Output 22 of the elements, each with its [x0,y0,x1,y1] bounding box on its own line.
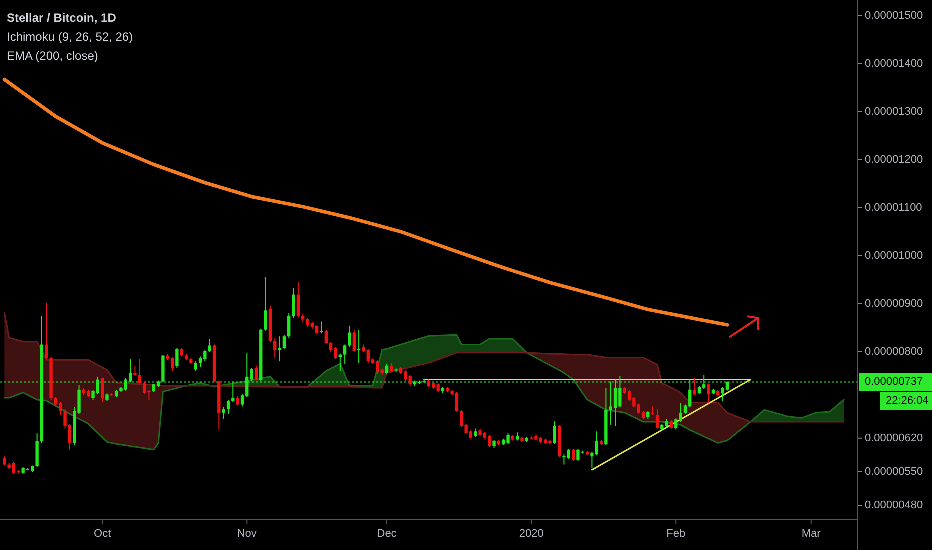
y-tick-label: 0.00001500 [865,10,924,22]
text: 22:26:04 [886,395,929,408]
ref-line-label: 0.00000737 [865,376,924,388]
annotation: EMA (200, close) [7,49,98,63]
y-tick-label: 0.00000900 [865,298,924,310]
y-tick-label: 0.00000620 [865,432,924,444]
x-tick-label: 2020 [519,528,544,540]
x-tick-label: Dec [377,528,398,540]
y-tick-label: 0.00000480 [865,500,924,512]
y-tick-label: 0.00001200 [865,154,924,166]
y-tick-label: 0.00001400 [865,58,924,70]
y-tick-label: 0.00001300 [865,106,924,118]
x-tick-label: Oct [94,528,112,540]
x-tick-label: Feb [666,528,686,540]
y-tick-label: 0.00000550 [865,466,924,478]
y-tick-label: 0.00000800 [865,346,924,358]
text: Stellar / Bitcoin, 1D [7,11,117,25]
annotation: Ichimoku (9, 26, 52, 26) [7,30,134,44]
y-tick-label: 0.00001000 [865,250,924,262]
x-tick-label: Nov [237,528,258,540]
y-tick-label: 0.00001100 [865,202,922,214]
x-tick-label: Mar [802,528,822,540]
